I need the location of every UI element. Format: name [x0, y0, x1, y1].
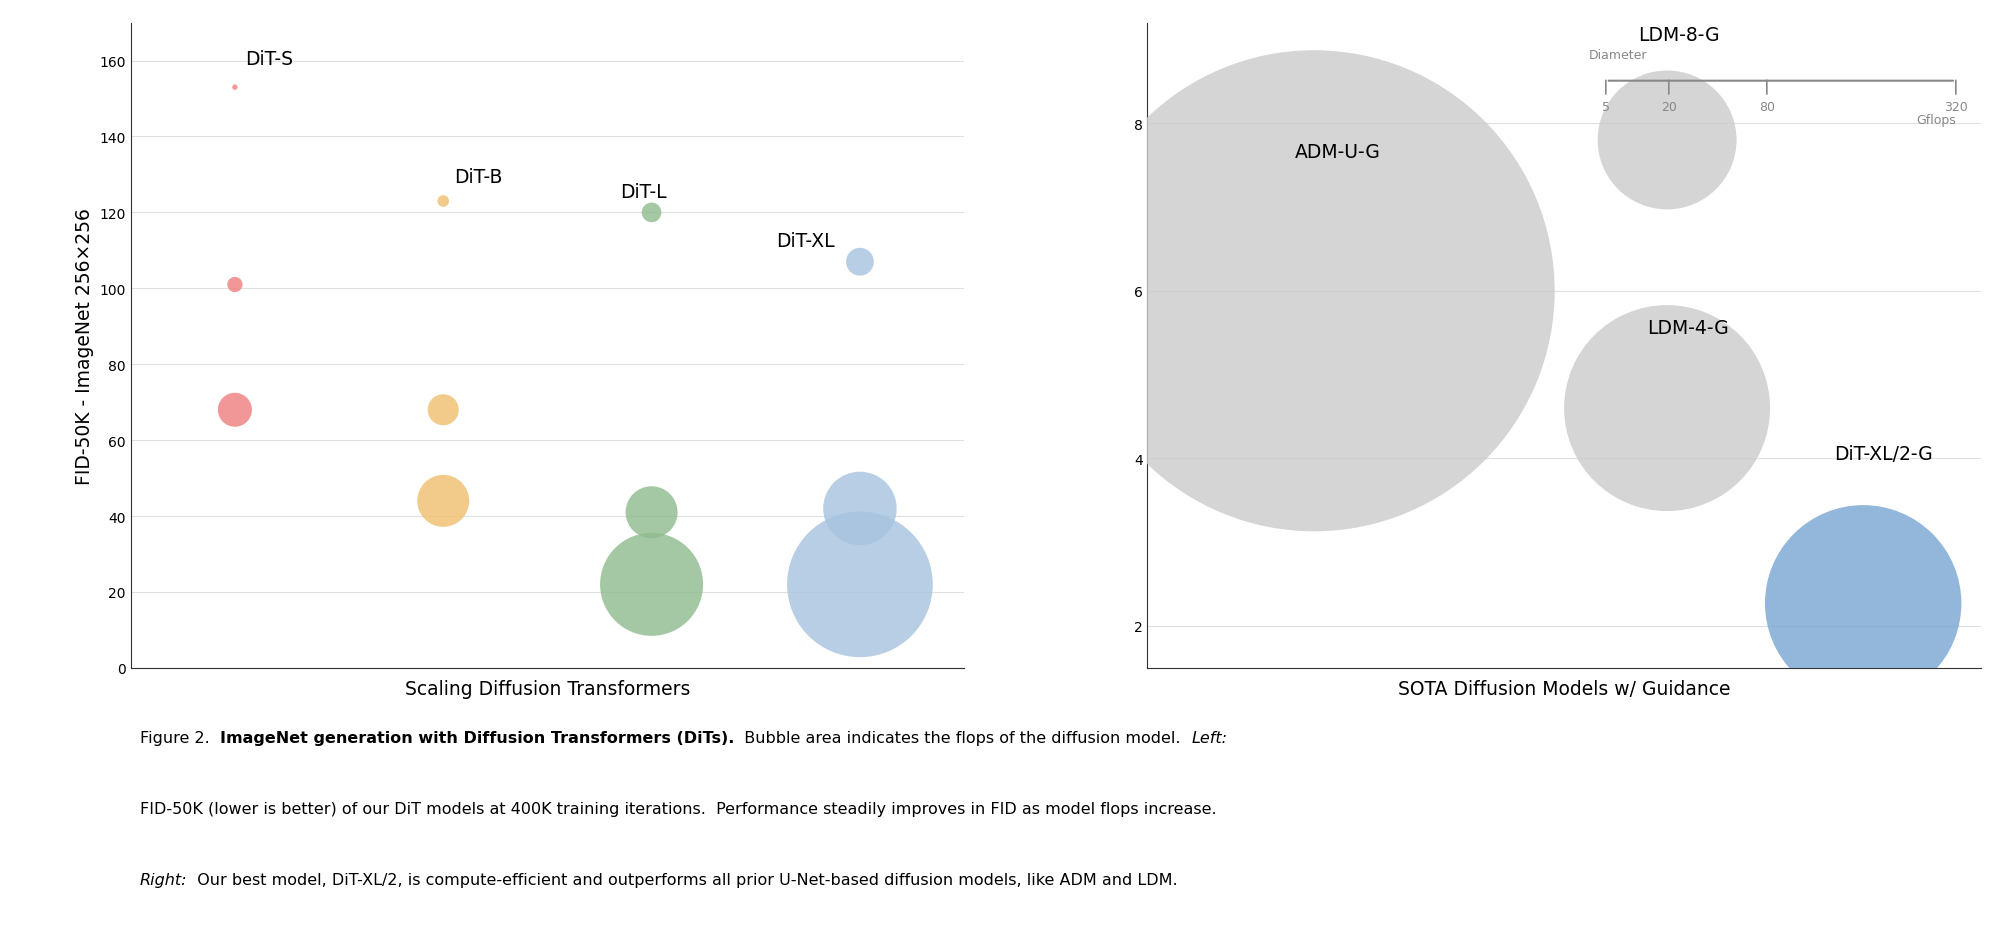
Text: DiT-L: DiT-L	[619, 183, 668, 202]
Text: 20: 20	[1661, 101, 1677, 114]
Point	[845, 255, 877, 270]
Point	[1297, 284, 1329, 299]
Text: DiT-S: DiT-S	[245, 50, 294, 69]
Text: ADM-U-G: ADM-U-G	[1295, 143, 1380, 161]
Point	[219, 80, 251, 95]
Point	[426, 494, 459, 509]
Text: Diameter: Diameter	[1589, 49, 1647, 62]
Point	[845, 577, 877, 592]
Text: DiT-XL: DiT-XL	[776, 232, 835, 251]
Text: Bubble area indicates the flops of the diffusion model.: Bubble area indicates the flops of the d…	[734, 731, 1191, 746]
Text: Right:: Right:	[141, 872, 187, 887]
Y-axis label: FID-50K - ImageNet 256×256: FID-50K - ImageNet 256×256	[74, 208, 95, 484]
Point	[1651, 401, 1683, 416]
Point	[635, 206, 668, 221]
Point	[845, 501, 877, 516]
Text: Figure 2.: Figure 2.	[141, 731, 219, 746]
Text: LDM-8-G: LDM-8-G	[1637, 25, 1719, 44]
Point	[1846, 597, 1878, 612]
Text: 5: 5	[1603, 101, 1611, 114]
Text: 320: 320	[1945, 101, 1967, 114]
Point	[635, 505, 668, 520]
X-axis label: Scaling Diffusion Transformers: Scaling Diffusion Transformers	[404, 680, 690, 699]
Text: LDM-4-G: LDM-4-G	[1647, 318, 1729, 338]
Text: 80: 80	[1760, 101, 1776, 114]
Text: Our best model, DiT-XL/2, is compute-efficient and outperforms all prior U-Net-b: Our best model, DiT-XL/2, is compute-eff…	[187, 872, 1178, 887]
Text: DiT-XL/2-G: DiT-XL/2-G	[1834, 444, 1933, 464]
Point	[219, 278, 251, 293]
Text: Left:: Left:	[1191, 731, 1227, 746]
Point	[426, 194, 459, 210]
Text: FID-50K (lower is better) of our DiT models at 400K training iterations.  Perfor: FID-50K (lower is better) of our DiT mod…	[141, 801, 1217, 817]
X-axis label: SOTA Diffusion Models w/ Guidance: SOTA Diffusion Models w/ Guidance	[1398, 680, 1729, 699]
Point	[219, 403, 251, 418]
Point	[635, 577, 668, 592]
Text: ImageNet generation with Diffusion Transformers (DiTs).: ImageNet generation with Diffusion Trans…	[219, 731, 734, 746]
Text: DiT-B: DiT-B	[454, 168, 503, 187]
Point	[426, 403, 459, 418]
Point	[1651, 133, 1683, 148]
Text: Gflops: Gflops	[1916, 114, 1957, 126]
